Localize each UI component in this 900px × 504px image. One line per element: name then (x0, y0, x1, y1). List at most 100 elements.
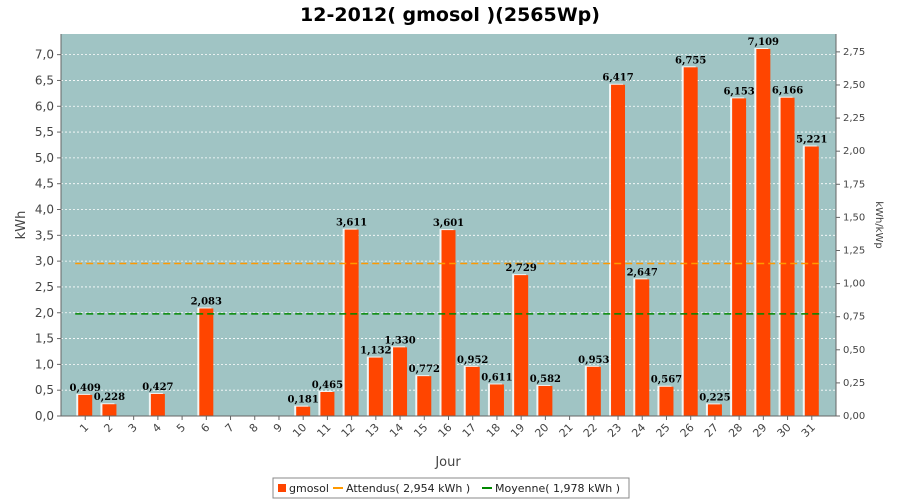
x-tick-label: 3 (126, 421, 140, 435)
bar-value-label: 6,755 (675, 55, 706, 66)
bar (635, 279, 650, 416)
bar-value-label: 3,601 (433, 218, 464, 229)
y-axis-label: kWh (14, 211, 29, 240)
y-tick-label: 7,0 (35, 48, 54, 62)
bars (76, 48, 819, 417)
bar-value-label: 7,109 (748, 37, 779, 48)
x-tick-label: 29 (750, 421, 769, 440)
x-tick-label: 24 (629, 421, 648, 440)
bar-value-label: 0,427 (142, 382, 173, 393)
x-tick-label: 27 (702, 421, 721, 440)
bar-value-label: 3,611 (336, 218, 367, 229)
x-tick-label: 10 (290, 421, 309, 440)
bar (514, 275, 529, 416)
bar (199, 308, 214, 416)
bar (489, 384, 504, 416)
reference-lines (75, 262, 822, 315)
y-axis-right: 0,00 0,25 0,50 0,75 1,00 1,25 1,50 1,75 2,00 2,25… (835, 34, 865, 422)
x-tick-label: 15 (411, 421, 430, 440)
bar (296, 406, 311, 416)
x-tick-label: 4 (150, 421, 164, 435)
bar-value-label: 0,952 (457, 355, 488, 366)
bar (756, 49, 771, 417)
x-tick-label: 8 (247, 421, 261, 435)
x-tick-label: 26 (678, 421, 697, 440)
bar (465, 366, 480, 416)
legend-swatch-gmosol (278, 484, 286, 492)
y-right-tick-label: 2,50 (843, 80, 865, 91)
bar-value-label: 0,181 (288, 395, 319, 406)
bar-value-label: 5,221 (796, 134, 827, 145)
x-tick-label: 20 (532, 421, 551, 440)
y-right-tick-label: 0,50 (843, 345, 865, 356)
x-tick-label: 14 (387, 421, 406, 440)
bar-value-label: 2,729 (505, 263, 536, 274)
y-tick-label: 4,0 (35, 203, 54, 217)
y-tick-label: 6,5 (35, 73, 54, 87)
bar-value-label: 0,225 (699, 392, 730, 403)
y-tick-label: 0,0 (35, 409, 54, 423)
y-tick-label: 3,0 (35, 254, 54, 268)
x-tick-label: 1 (77, 421, 91, 435)
bar-value-label: 6,153 (723, 86, 754, 97)
legend-label-gmosol: gmosol (289, 482, 329, 495)
x-tick-label: 25 (653, 421, 672, 440)
y-tick-label: 5,0 (35, 151, 54, 165)
x-tick-label: 23 (605, 421, 624, 440)
x-tick-label: 31 (799, 421, 818, 440)
bar (78, 394, 93, 416)
bar-value-label: 1,330 (384, 335, 415, 346)
x-tick-label: 2 (101, 421, 115, 435)
y-axis-right-label: kWh/kWp (873, 201, 884, 248)
bar (780, 97, 795, 416)
y-tick-label: 3,5 (35, 228, 54, 242)
bar (611, 84, 626, 417)
bar-value-label: 0,228 (94, 392, 125, 403)
bar-value-label: 1,132 (360, 346, 391, 357)
chart-title: 12-2012( gmosol )(2565Wp) (300, 4, 600, 26)
x-tick-label: 9 (271, 421, 285, 435)
bar (441, 230, 456, 416)
bar-value-label: 2,083 (191, 296, 222, 307)
x-tick-label: 5 (174, 421, 188, 435)
bar (320, 391, 335, 416)
x-tick-label: 12 (339, 421, 358, 440)
x-tick-label: 11 (314, 421, 333, 440)
bar-value-label: 6,166 (772, 86, 803, 97)
y-right-tick-label: 1,75 (843, 179, 865, 190)
y-tick-label: 1,0 (35, 357, 54, 371)
x-axis: 1 2 3 4 5 6 7 8 9 10 11 12 13 14 15 16 17 18 19 20 21 22 23 24 2… (61, 415, 836, 440)
bar-value-label: 0,465 (312, 380, 343, 391)
x-axis-label: Jour (434, 455, 461, 470)
y-right-tick-label: 2,75 (843, 47, 865, 58)
y-tick-label: 6,0 (35, 99, 54, 113)
legend-box (272, 477, 630, 499)
bar (732, 98, 747, 416)
bar (683, 67, 698, 416)
bar (368, 357, 383, 416)
bar (150, 393, 165, 416)
legend-label-attendus: Attendus( 2,954 kWh ) (346, 482, 470, 495)
y-right-tick-label: 0,75 (843, 312, 865, 323)
y-right-tick-label: 1,50 (843, 212, 865, 223)
y-tick-label: 2,5 (35, 280, 54, 294)
x-tick-label: 21 (557, 421, 576, 440)
bar (393, 347, 408, 416)
x-tick-label: 30 (775, 421, 794, 440)
x-tick-label: 16 (436, 421, 455, 440)
y-right-tick-label: 2,25 (843, 113, 865, 124)
x-tick-label: 18 (484, 421, 503, 440)
bar (102, 404, 117, 416)
bar-value-label: 0,409 (70, 383, 101, 394)
legend: gmosol Attendus( 2,954 kWh ) Moyenne( 1,… (272, 477, 630, 499)
x-tick-label: 19 (508, 421, 527, 440)
x-tick-label: 7 (223, 421, 237, 435)
x-tick-label: 13 (363, 421, 382, 440)
grid-lines (61, 54, 836, 391)
x-tick-label: 28 (726, 421, 745, 440)
bar-value-label: 0,953 (578, 355, 609, 366)
bar (538, 385, 553, 416)
